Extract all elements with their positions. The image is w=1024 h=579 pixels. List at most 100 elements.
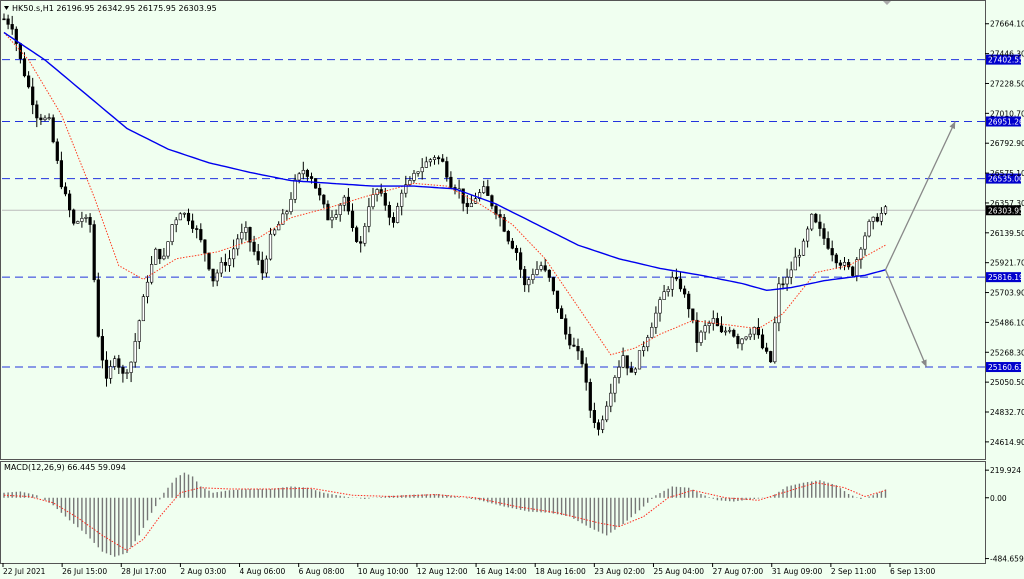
macd-tick-label: 0.00 xyxy=(990,494,1007,503)
candle-body xyxy=(678,278,683,290)
candle-body xyxy=(232,248,236,260)
candle-body xyxy=(654,312,658,328)
candle-body xyxy=(482,186,486,193)
candle-body xyxy=(158,248,162,260)
symbol-menu-icon[interactable] xyxy=(4,6,9,10)
candle-body xyxy=(490,195,494,207)
price-tick-label: 27010.70 xyxy=(990,109,1024,118)
candle-body xyxy=(830,248,834,256)
candle-body xyxy=(223,262,228,266)
candle-body xyxy=(219,262,223,274)
candle-body xyxy=(600,419,605,430)
candle-body xyxy=(539,265,543,270)
candle-body xyxy=(330,216,334,221)
candle-body xyxy=(826,238,830,249)
candle-body xyxy=(178,213,182,221)
price-tick-label: 26357.30 xyxy=(990,199,1024,208)
candle-body xyxy=(584,363,588,383)
time-tick-label: 2 Aug 03:00 xyxy=(180,567,226,576)
candle-body xyxy=(551,277,555,292)
candle-body xyxy=(207,252,211,270)
candle-body xyxy=(773,322,777,363)
candle-body xyxy=(670,276,674,290)
horizontal-levels[interactable]: 27402.55 26951.26 26535.00 25816.19 25160.63… xyxy=(2,54,1024,373)
candle-body xyxy=(436,157,441,160)
candle-body xyxy=(424,161,428,168)
candle-body xyxy=(547,269,551,278)
candle-body xyxy=(63,186,68,195)
candle-body xyxy=(334,214,338,218)
candle-body xyxy=(367,206,371,227)
time-tick-label: 31 Aug 09:00 xyxy=(772,567,823,576)
candle-body xyxy=(109,366,113,379)
shift-marker-icon[interactable] xyxy=(883,1,891,5)
time-tick-label: 25 Aug 04:00 xyxy=(653,567,704,576)
candle-body xyxy=(760,334,765,349)
candle-body xyxy=(199,229,203,241)
candle-body xyxy=(588,381,592,411)
candle-body xyxy=(801,240,806,256)
candle-body xyxy=(477,192,482,199)
projection-arrows[interactable] xyxy=(884,121,956,368)
level-label-box xyxy=(986,362,1021,373)
time-tick-label: 12 Aug 12:00 xyxy=(417,567,468,576)
candle-body xyxy=(842,262,847,266)
candle-body xyxy=(535,269,539,275)
candle-body xyxy=(703,325,707,333)
candle-body xyxy=(400,192,404,207)
candle-body xyxy=(465,202,469,208)
candle-body xyxy=(2,18,6,21)
projection-arrow-head xyxy=(921,359,927,368)
candle-body xyxy=(838,262,842,266)
candle-body xyxy=(391,217,396,223)
candle-body xyxy=(687,293,691,310)
macd-signal-line xyxy=(3,482,886,552)
price-tick-label: 26792.90 xyxy=(990,139,1024,148)
candle-body xyxy=(80,218,84,222)
candle-body xyxy=(141,296,146,322)
level-label: 25816.19 xyxy=(988,273,1024,282)
candle-body xyxy=(748,333,752,338)
candle-body xyxy=(22,58,27,77)
candle-body xyxy=(629,367,633,373)
candle-body xyxy=(527,279,531,286)
level-label-box xyxy=(986,173,1021,184)
price-tick-label: 25268.30 xyxy=(990,348,1024,357)
candle-body xyxy=(543,265,547,271)
candle-body xyxy=(863,235,867,250)
candle-body xyxy=(736,336,740,345)
candle-body xyxy=(596,422,601,430)
candle-body xyxy=(375,189,379,196)
candle-body xyxy=(715,318,719,327)
candle-body xyxy=(268,233,273,260)
candle-body xyxy=(625,355,629,369)
candle-body xyxy=(834,254,838,264)
candle-body xyxy=(805,228,810,242)
candle-body xyxy=(72,209,76,224)
candle-body xyxy=(576,345,580,352)
candle-body xyxy=(506,231,510,242)
candle-body xyxy=(227,258,232,266)
candle-body xyxy=(879,213,883,222)
projection-arrow-line xyxy=(884,269,928,368)
candle-body xyxy=(518,252,523,270)
candle-body xyxy=(277,223,281,231)
macd-indicator-label: MACD(12,26,9) 66.445 59.094 xyxy=(4,463,126,472)
candle-body xyxy=(875,216,879,222)
candle-body xyxy=(871,216,875,222)
chart-header: HK50.s,H1 26196.95 26342.95 26175.95 263… xyxy=(4,1,891,472)
candle-body xyxy=(514,247,519,253)
price-tick-label: 27664.10 xyxy=(990,20,1024,29)
price-tick-label: 26139.50 xyxy=(990,229,1024,238)
candle-body xyxy=(289,198,293,213)
candle-body xyxy=(572,344,576,347)
candle-body xyxy=(182,212,187,215)
symbol-header: HK50.s,H1 26196.95 26342.95 26175.95 263… xyxy=(12,4,217,13)
candle-body xyxy=(449,176,453,188)
candle-body xyxy=(617,366,621,378)
candle-body xyxy=(59,160,63,188)
candle-body xyxy=(297,173,301,181)
candle-body xyxy=(777,283,781,324)
candle-body xyxy=(633,368,637,373)
